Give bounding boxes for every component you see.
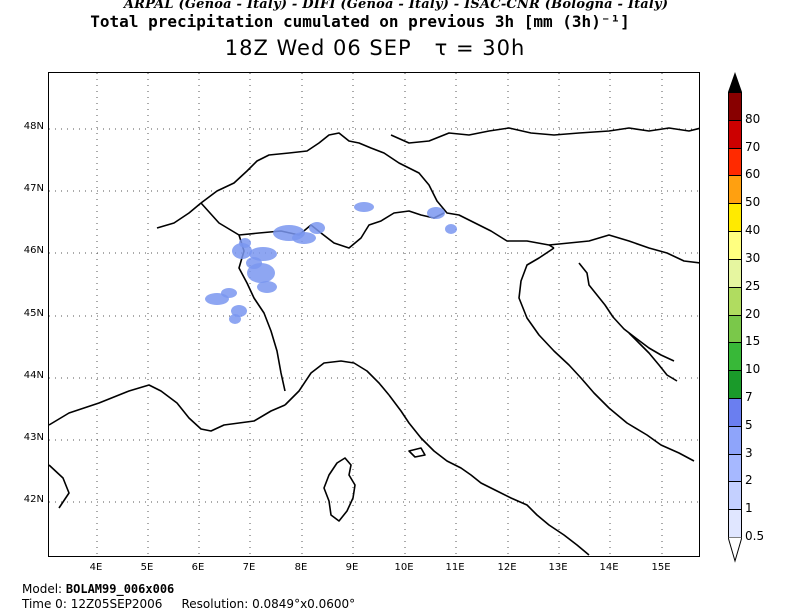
colorbar-swatch: [728, 175, 742, 204]
colorbar-swatch: [728, 92, 742, 120]
map-panel: [48, 72, 700, 557]
latitude-label: 48N: [23, 121, 44, 132]
latitude-label: 47N: [23, 183, 44, 194]
colorbar-label: 30: [745, 250, 761, 265]
footer-model: Model: BOLAM99_006x006: [22, 582, 174, 596]
longitude-label: 14E: [599, 562, 619, 573]
map-svg: [49, 73, 699, 556]
colorbar-label: 20: [745, 306, 761, 321]
colorbar-label: 5: [745, 417, 753, 432]
colorbar-bottom-arrow: [728, 537, 742, 563]
tau-label: τ = 30h: [434, 36, 526, 60]
colorbar-label: 15: [745, 334, 761, 349]
longitude-label: 7E: [242, 562, 256, 573]
precip-cell: [427, 207, 445, 219]
colorbar-swatch: [728, 203, 742, 232]
colorbar-swatch: [728, 425, 742, 454]
spain-coast: [49, 464, 70, 509]
resolution-value: 0.0849°x0.0600°: [252, 597, 356, 611]
austria-border: [390, 127, 699, 144]
time0-value: 12Z05SEP2006: [70, 597, 163, 611]
colorbar-swatch: [728, 370, 742, 398]
elba: [408, 447, 426, 458]
croatia-islands: [628, 332, 678, 382]
colorbar-label: 80: [745, 111, 761, 126]
resolution-label: Resolution:: [181, 597, 249, 611]
colorbar-label: 7: [745, 389, 753, 404]
colorbar-label: 1: [745, 501, 753, 516]
longitude-label: 10E: [394, 562, 414, 573]
colorbar-swatch: [728, 231, 742, 259]
precip-cell: [354, 202, 374, 212]
latitude-label: 46N: [23, 245, 44, 256]
colorbar-label: 3: [745, 445, 753, 460]
colorbar-top-arrow: [728, 72, 742, 92]
latitude-label: 42N: [23, 494, 44, 505]
longitude-label: 8E: [294, 562, 308, 573]
colorbar-swatch: [728, 397, 742, 426]
model-value: BOLAM99_006x006: [65, 582, 175, 596]
istria-coast: [578, 262, 675, 362]
colorbar-label: 60: [745, 167, 761, 182]
italy-tyrrhenian-coast: [388, 394, 590, 556]
colorbar-swatch: [728, 481, 742, 510]
colorbar-label: 10: [745, 362, 761, 377]
longitude-label: 5E: [140, 562, 154, 573]
colorbar-swatch: [728, 286, 742, 315]
precip-cell: [221, 288, 237, 298]
colorbar-label: 25: [745, 278, 761, 293]
latitude-label: 43N: [23, 432, 44, 443]
latitude-label: 44N: [23, 370, 44, 381]
header-title: Total precipitation cumulated on previou…: [90, 12, 630, 31]
swiss-italy-border: [238, 210, 445, 249]
italy-north-border: [200, 202, 286, 392]
coastlines-borders: [49, 127, 699, 556]
corsica: [323, 457, 356, 522]
precip-cell: [239, 238, 251, 248]
longitude-label: 4E: [89, 562, 103, 573]
precipitation-field: [205, 202, 457, 324]
longitude-label: 13E: [548, 562, 568, 573]
footer-time: Time 0: 12Z05SEP2006 Resolution: 0.0849°…: [22, 597, 355, 611]
graticule: [49, 73, 699, 556]
header-valid-time: 18Z Wed 06 SEP τ = 30h: [0, 36, 750, 60]
france-swiss-border: [156, 202, 202, 229]
colorbar-swatch: [728, 258, 742, 287]
latitude-label: 45N: [23, 308, 44, 319]
precip-cell: [292, 232, 316, 244]
precip-cell: [445, 224, 457, 234]
ligurian-coast: [284, 360, 390, 406]
colorbar-swatch: [728, 119, 742, 148]
colorbar-label: 40: [745, 223, 761, 238]
colorbar-label: 50: [745, 195, 761, 210]
colorbar-swatch: [728, 314, 742, 343]
france-coast: [49, 384, 286, 432]
precip-cell: [247, 263, 275, 283]
longitude-label: 12E: [497, 562, 517, 573]
precip-cell: [309, 222, 325, 234]
model-label: Model:: [22, 582, 63, 596]
colorbar-swatch: [728, 453, 742, 482]
colorbar-swatch: [728, 342, 742, 371]
longitude-label: 9E: [345, 562, 359, 573]
longitude-label: 15E: [651, 562, 671, 573]
colorbar-label: 0.5: [745, 529, 765, 543]
longitude-label: 6E: [191, 562, 205, 573]
valid-time: 18Z Wed 06 SEP: [224, 36, 412, 60]
colorbar-swatch: [728, 509, 742, 537]
colorbar-swatch: [728, 147, 742, 176]
precip-cell: [257, 281, 277, 293]
header-credits: ARPAL (Genoa - Italy) - DIFI (Genoa - It…: [123, 0, 669, 12]
colorbar-label: 2: [745, 473, 753, 488]
slovenia-border: [548, 234, 699, 264]
swiss-border: [200, 132, 555, 249]
precip-cell: [229, 314, 241, 324]
time0-label: Time 0:: [22, 597, 67, 611]
italy-adriatic-coast: [518, 247, 695, 462]
longitude-label: 11E: [445, 562, 465, 573]
colorbar-label: 70: [745, 139, 761, 154]
